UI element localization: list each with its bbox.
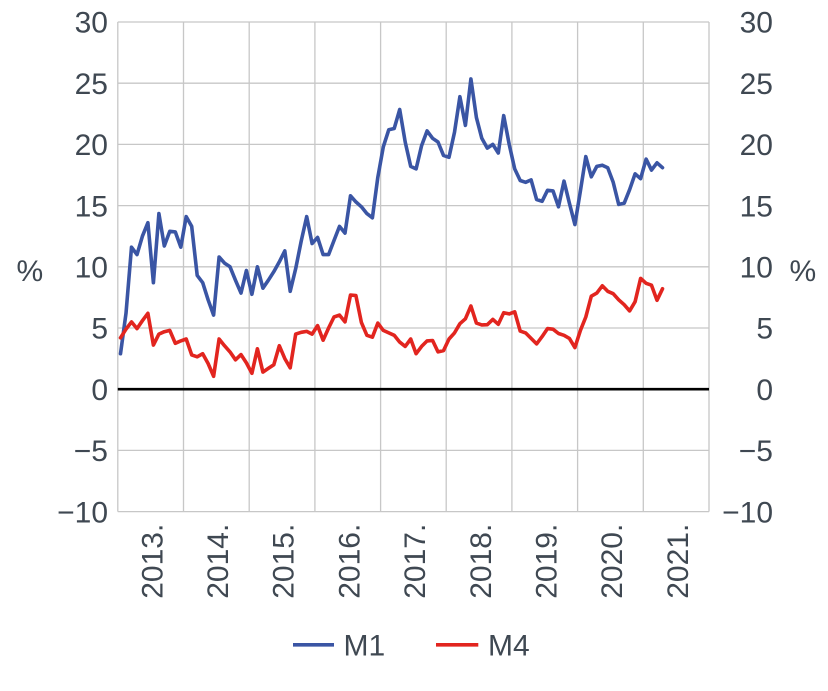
svg-text:2014.: 2014. xyxy=(202,524,235,599)
svg-text:10: 10 xyxy=(740,252,773,285)
svg-text:−5: −5 xyxy=(739,435,773,468)
svg-text:30: 30 xyxy=(740,7,773,40)
svg-text:2017.: 2017. xyxy=(399,524,432,599)
svg-text:2013.: 2013. xyxy=(136,524,169,599)
svg-text:5: 5 xyxy=(91,313,108,346)
svg-text:2015.: 2015. xyxy=(268,524,301,599)
svg-text:2019.: 2019. xyxy=(531,524,564,599)
svg-text:15: 15 xyxy=(75,190,108,223)
svg-text:%: % xyxy=(790,255,817,288)
svg-text:2016.: 2016. xyxy=(333,524,366,599)
svg-text:10: 10 xyxy=(75,252,108,285)
svg-text:−10: −10 xyxy=(722,496,773,529)
svg-text:20: 20 xyxy=(740,129,773,162)
svg-text:M1: M1 xyxy=(344,629,386,662)
svg-text:M4: M4 xyxy=(488,629,530,662)
svg-text:−5: −5 xyxy=(74,435,108,468)
svg-text:−10: −10 xyxy=(57,496,108,529)
svg-text:25: 25 xyxy=(75,68,108,101)
svg-text:20: 20 xyxy=(75,129,108,162)
svg-text:25: 25 xyxy=(740,68,773,101)
svg-text:5: 5 xyxy=(756,313,773,346)
svg-text:2018.: 2018. xyxy=(465,524,498,599)
svg-text:0: 0 xyxy=(91,374,108,407)
svg-text:15: 15 xyxy=(740,190,773,223)
svg-text:0: 0 xyxy=(756,374,773,407)
svg-text:30: 30 xyxy=(75,7,108,40)
svg-text:%: % xyxy=(17,255,44,288)
svg-text:2021.: 2021. xyxy=(662,524,695,599)
svg-text:2020.: 2020. xyxy=(596,524,629,599)
